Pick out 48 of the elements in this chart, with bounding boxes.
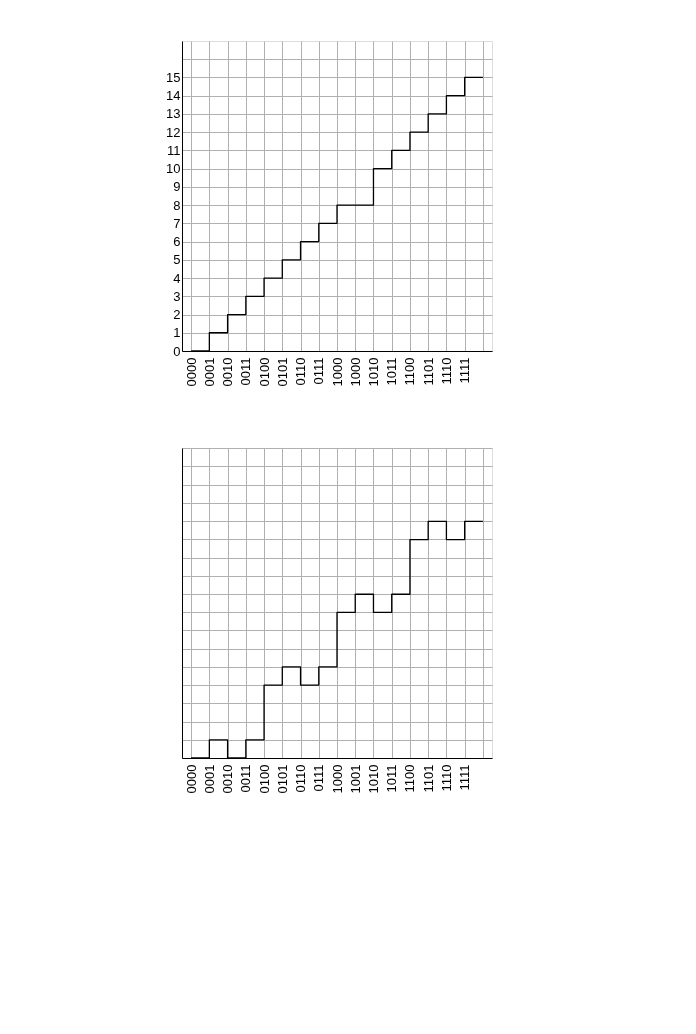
- y-tick-label: 15: [166, 69, 181, 85]
- y-tick-label: 4: [173, 270, 181, 286]
- x-tick-label: 1100: [402, 357, 418, 386]
- x-tick-label: 0010: [220, 764, 236, 794]
- x-tick-label: 0001: [201, 764, 217, 794]
- x-tick-label: 0100: [256, 357, 272, 387]
- x-tick-label: 1101: [420, 357, 436, 386]
- x-tick-label: 1111: [457, 764, 473, 791]
- x-tick-label: 1000: [347, 357, 363, 387]
- y-tick-label: 11: [167, 142, 181, 158]
- y-tick-label: 10: [166, 161, 181, 177]
- x-tick-label: 0110: [293, 357, 309, 386]
- x-tick-label: 0010: [220, 357, 236, 387]
- x-tick-label: 1000: [329, 357, 345, 387]
- x-tick-label: 0101: [274, 764, 290, 794]
- x-tick-label: 1100: [402, 764, 418, 793]
- y-tick-label: 3: [173, 288, 181, 304]
- x-tick-label: 0110: [293, 764, 309, 793]
- x-tick-label: 1001: [347, 764, 363, 794]
- x-tick-label: 0011: [238, 357, 254, 386]
- y-tick-label: 8: [173, 197, 181, 213]
- y-tick-label: 13: [166, 106, 181, 122]
- x-tick-label: 1110: [438, 764, 454, 792]
- y-tick-label: 14: [166, 88, 181, 104]
- x-tick-label: 0111: [311, 764, 327, 792]
- y-tick-label: 12: [166, 124, 181, 140]
- x-tick-label: 0000: [183, 764, 199, 794]
- y-tick-label: 1: [173, 325, 181, 341]
- x-tick-label: 0001: [201, 357, 217, 387]
- x-tick-label: 1111: [457, 357, 473, 384]
- x-tick-label: 1010: [365, 357, 381, 387]
- y-tick-label: 0: [173, 343, 181, 359]
- x-tick-label: 1000: [329, 764, 345, 794]
- y-tick-label: 7: [173, 215, 181, 231]
- x-tick-label: 0000: [183, 357, 199, 387]
- x-tick-label: 1011: [384, 357, 400, 386]
- x-tick-label: 1010: [365, 764, 381, 794]
- x-tick-label: 0111: [311, 357, 327, 385]
- y-tick-label: 5: [173, 252, 181, 268]
- x-tick-label: 0100: [256, 764, 272, 794]
- y-tick-label: 2: [173, 307, 181, 323]
- x-tick-label: 0101: [274, 357, 290, 387]
- y-tick-label: 9: [173, 179, 181, 195]
- x-tick-label: 1011: [384, 764, 400, 793]
- x-tick-label: 1110: [438, 357, 454, 385]
- x-tick-label: 0011: [238, 764, 254, 793]
- y-tick-label: 6: [173, 234, 181, 250]
- x-tick-label: 1101: [420, 764, 436, 793]
